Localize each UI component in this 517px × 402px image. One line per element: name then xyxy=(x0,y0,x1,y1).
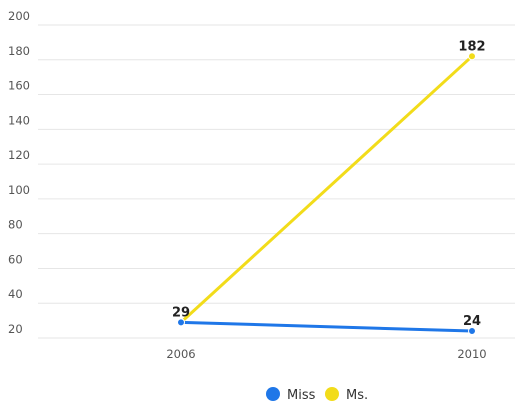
series-group xyxy=(177,52,476,336)
x-axis-ticks: 2006 2010 xyxy=(166,347,486,361)
y-tick-label: 120 xyxy=(8,148,30,162)
series-line-ms xyxy=(179,54,474,324)
data-point-ms[interactable] xyxy=(468,52,476,61)
legend[interactable]: Miss Ms. xyxy=(266,387,368,402)
y-tick-label: 60 xyxy=(8,252,23,266)
legend-swatch-miss[interactable] xyxy=(266,387,280,401)
series-line-miss xyxy=(179,320,474,333)
data-label-miss: 29 xyxy=(172,305,190,320)
y-tick-label: 100 xyxy=(8,183,30,197)
data-label-miss: 24 xyxy=(463,314,481,329)
legend-label-miss[interactable]: Miss xyxy=(287,388,316,402)
grid-lines xyxy=(38,24,515,339)
y-tick-label: 40 xyxy=(8,287,23,301)
x-tick-label: 2010 xyxy=(457,347,486,361)
y-tick-label: 200 xyxy=(8,9,30,23)
legend-swatch-ms[interactable] xyxy=(325,387,339,401)
y-tick-label: 20 xyxy=(8,322,23,336)
y-tick-label: 140 xyxy=(8,113,30,127)
data-point-miss[interactable] xyxy=(468,327,476,336)
y-tick-label: 80 xyxy=(8,218,23,232)
y-tick-label: 160 xyxy=(8,79,30,93)
y-tick-label: 180 xyxy=(8,44,30,58)
legend-label-ms[interactable]: Ms. xyxy=(346,388,368,402)
y-axis-ticks: 20 40 60 80 100 120 140 160 180 200 xyxy=(8,9,30,336)
data-label-ms: 182 xyxy=(458,39,485,54)
data-point-miss[interactable] xyxy=(177,318,185,327)
x-tick-label: 2006 xyxy=(166,347,195,361)
data-labels: 182 29 24 xyxy=(172,39,486,329)
